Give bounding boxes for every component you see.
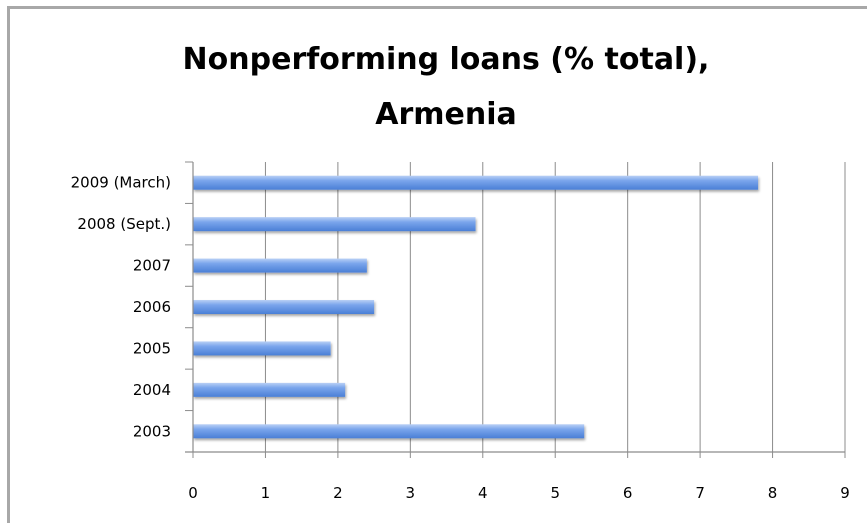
axes xyxy=(185,161,846,458)
x-tick-label-9: 9 xyxy=(840,484,850,502)
bar-2003 xyxy=(193,424,585,439)
category-label: 2009 (March) xyxy=(71,174,171,192)
bar-2005 xyxy=(193,341,331,356)
x-tick-label-2: 2 xyxy=(333,484,343,502)
x-tick-label-6: 6 xyxy=(623,484,633,502)
category-label: 2004 xyxy=(133,381,171,399)
bars xyxy=(193,175,759,439)
x-tick-label-4: 4 xyxy=(478,484,488,502)
chart-title: Nonperforming loans (% total), Armenia xyxy=(183,42,710,132)
x-tick-label-7: 7 xyxy=(695,484,705,502)
category-label: 2005 xyxy=(133,339,171,357)
bar-2007 xyxy=(193,258,367,273)
x-tick-label-3: 3 xyxy=(406,484,416,502)
bar-2008-sept xyxy=(193,217,476,232)
category-label: 2003 xyxy=(133,422,171,440)
category-labels: 2009 (March) 2008 (Sept.) 2007 2006 2005 2004… xyxy=(71,174,171,441)
chart-title-line-2: Armenia xyxy=(375,97,517,132)
x-tick-label-0: 0 xyxy=(188,484,198,502)
x-tick-label-5: 5 xyxy=(550,484,560,502)
bar-2004 xyxy=(193,382,346,397)
bar-2009-march xyxy=(193,175,759,190)
x-tick-label-8: 8 xyxy=(768,484,778,502)
bar-2006 xyxy=(193,300,375,314)
category-label: 2008 (Sept.) xyxy=(77,215,171,233)
category-label: 2006 xyxy=(133,298,171,316)
chart-title-line-1: Nonperforming loans (% total), xyxy=(183,42,710,77)
x-tick-labels: 0 1 2 3 4 5 6 7 8 9 xyxy=(188,484,850,502)
category-label: 2007 xyxy=(133,257,171,275)
x-tick-label-1: 1 xyxy=(261,484,271,502)
